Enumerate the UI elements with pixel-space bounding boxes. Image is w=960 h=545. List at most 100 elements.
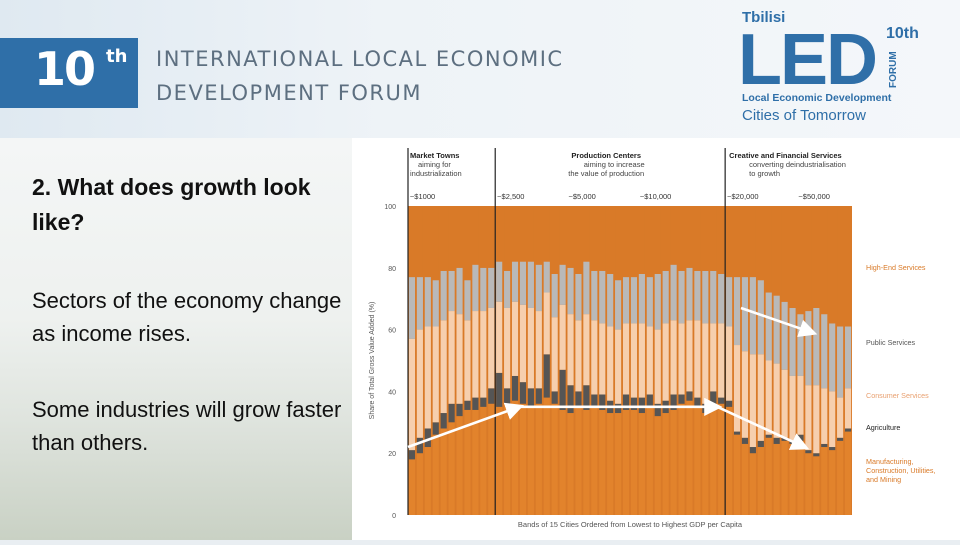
bar-segment bbox=[757, 447, 764, 515]
bar-segment bbox=[781, 301, 788, 370]
forum-title: INTERNATIONAL LOCAL ECONOMIC DEVELOPMENT… bbox=[156, 42, 564, 110]
logo-tagline: Cities of Tomorrow bbox=[742, 107, 866, 124]
x-axis-label: Bands of 15 Cities Ordered from Lowest t… bbox=[518, 520, 743, 529]
bar-segment bbox=[567, 413, 574, 515]
bar-segment bbox=[837, 437, 844, 441]
bar-segment bbox=[733, 345, 741, 432]
bar-segment bbox=[654, 329, 661, 404]
bar-segment bbox=[543, 261, 550, 293]
bar-segment bbox=[646, 406, 653, 515]
bar-segment bbox=[416, 329, 423, 438]
bar-segment bbox=[646, 206, 653, 278]
bar-segment bbox=[749, 354, 756, 448]
legend-label: Consumer Services bbox=[866, 391, 929, 400]
legend-label: Agriculture bbox=[866, 423, 900, 432]
bar-segment bbox=[599, 206, 606, 271]
bar-segment bbox=[408, 450, 416, 460]
bar-segment bbox=[583, 409, 590, 515]
bar-segment bbox=[472, 264, 479, 312]
bar-segment bbox=[440, 270, 447, 321]
bar-segment bbox=[741, 206, 749, 278]
stage-desc-line1: aiming to increase bbox=[584, 160, 645, 169]
bar-segment bbox=[678, 403, 685, 515]
bar-segment bbox=[551, 273, 558, 318]
bar-segment bbox=[654, 273, 661, 330]
bar-segment bbox=[599, 323, 606, 395]
bar-segment bbox=[765, 206, 772, 293]
bar-segment bbox=[535, 388, 542, 404]
bar-segment bbox=[773, 363, 780, 438]
bar-segment bbox=[773, 443, 780, 515]
bar-segment bbox=[559, 409, 566, 515]
bar-segment bbox=[630, 409, 638, 515]
bar-segment bbox=[726, 326, 733, 401]
bar-segment bbox=[844, 428, 852, 432]
legend-label-part: and Mining bbox=[866, 475, 901, 484]
bar-segment bbox=[448, 206, 455, 271]
bar-segment bbox=[496, 406, 503, 515]
bar-segment bbox=[424, 326, 431, 429]
bar-segment bbox=[504, 307, 511, 389]
bar-segment bbox=[829, 447, 836, 451]
bar-segment bbox=[527, 261, 534, 308]
bar-segment bbox=[726, 277, 733, 327]
y-tick-label: 80 bbox=[388, 266, 396, 273]
bar-segment bbox=[599, 409, 606, 515]
bar-segment bbox=[432, 434, 439, 515]
bar-segment bbox=[741, 351, 749, 438]
bar-segment bbox=[480, 397, 487, 407]
bar-segment bbox=[575, 391, 582, 407]
bar-segment bbox=[535, 264, 542, 312]
bar-segment bbox=[464, 320, 471, 401]
bar-segment bbox=[567, 385, 574, 414]
bar-segment bbox=[472, 397, 479, 410]
stage-title: Production Centers bbox=[571, 151, 641, 160]
bar-segment bbox=[496, 301, 503, 373]
bar-segment bbox=[448, 270, 455, 312]
bar-segment bbox=[765, 437, 772, 515]
bar-segment bbox=[480, 206, 487, 268]
bar-segment bbox=[837, 326, 844, 398]
stacked-bar-chart: 0 20 40 60 80 100 Share of Total Gross Value A… bbox=[369, 148, 936, 529]
gdp-marker-label: ~$1000 bbox=[410, 192, 435, 201]
bar-segment bbox=[622, 394, 630, 410]
stage-desc-line2: the value of production bbox=[568, 169, 644, 178]
bar-segment bbox=[662, 413, 669, 515]
bar-segment bbox=[622, 409, 630, 515]
paragraph-industries: Some industries will grow faster than ot… bbox=[32, 397, 342, 455]
bar-segment bbox=[535, 311, 542, 389]
bar-segment bbox=[456, 206, 463, 268]
y-tick-label: 100 bbox=[384, 204, 396, 211]
bar-segment bbox=[646, 326, 653, 395]
bar-segment bbox=[741, 277, 749, 352]
bar-segment bbox=[567, 267, 574, 315]
bar-segment bbox=[511, 261, 519, 302]
bar-segment bbox=[519, 304, 527, 383]
bar-segment bbox=[670, 394, 677, 410]
bar-segment bbox=[559, 369, 566, 410]
bar-segment bbox=[504, 403, 511, 515]
bar-segment bbox=[424, 206, 431, 278]
bar-segment bbox=[488, 307, 495, 389]
bar-segment bbox=[575, 406, 582, 515]
trend-arrow bbox=[407, 402, 524, 449]
bar-segment bbox=[448, 403, 455, 423]
bar-segment bbox=[686, 267, 693, 321]
bar-segment bbox=[575, 206, 582, 274]
logo-forum-word: FORUM bbox=[888, 51, 899, 88]
legend-label-part: Construction, Utilities, bbox=[866, 466, 936, 475]
bar-segment bbox=[607, 273, 614, 327]
bar-segment bbox=[813, 206, 820, 308]
bar-segment bbox=[519, 261, 527, 305]
bar-segment bbox=[789, 443, 796, 515]
legend-label-part: Manufacturing, bbox=[866, 457, 914, 466]
bar-segment bbox=[805, 385, 812, 451]
bar-segment bbox=[821, 314, 828, 389]
bar-segment bbox=[456, 314, 463, 404]
stage-desc-line1: aiming for bbox=[418, 160, 451, 169]
bar-segment bbox=[630, 397, 638, 410]
bar-segment bbox=[480, 406, 487, 515]
stage-title: Market Towns bbox=[410, 151, 459, 160]
bar-segment bbox=[535, 206, 542, 265]
stage-desc-line2: industrialization bbox=[410, 169, 462, 178]
